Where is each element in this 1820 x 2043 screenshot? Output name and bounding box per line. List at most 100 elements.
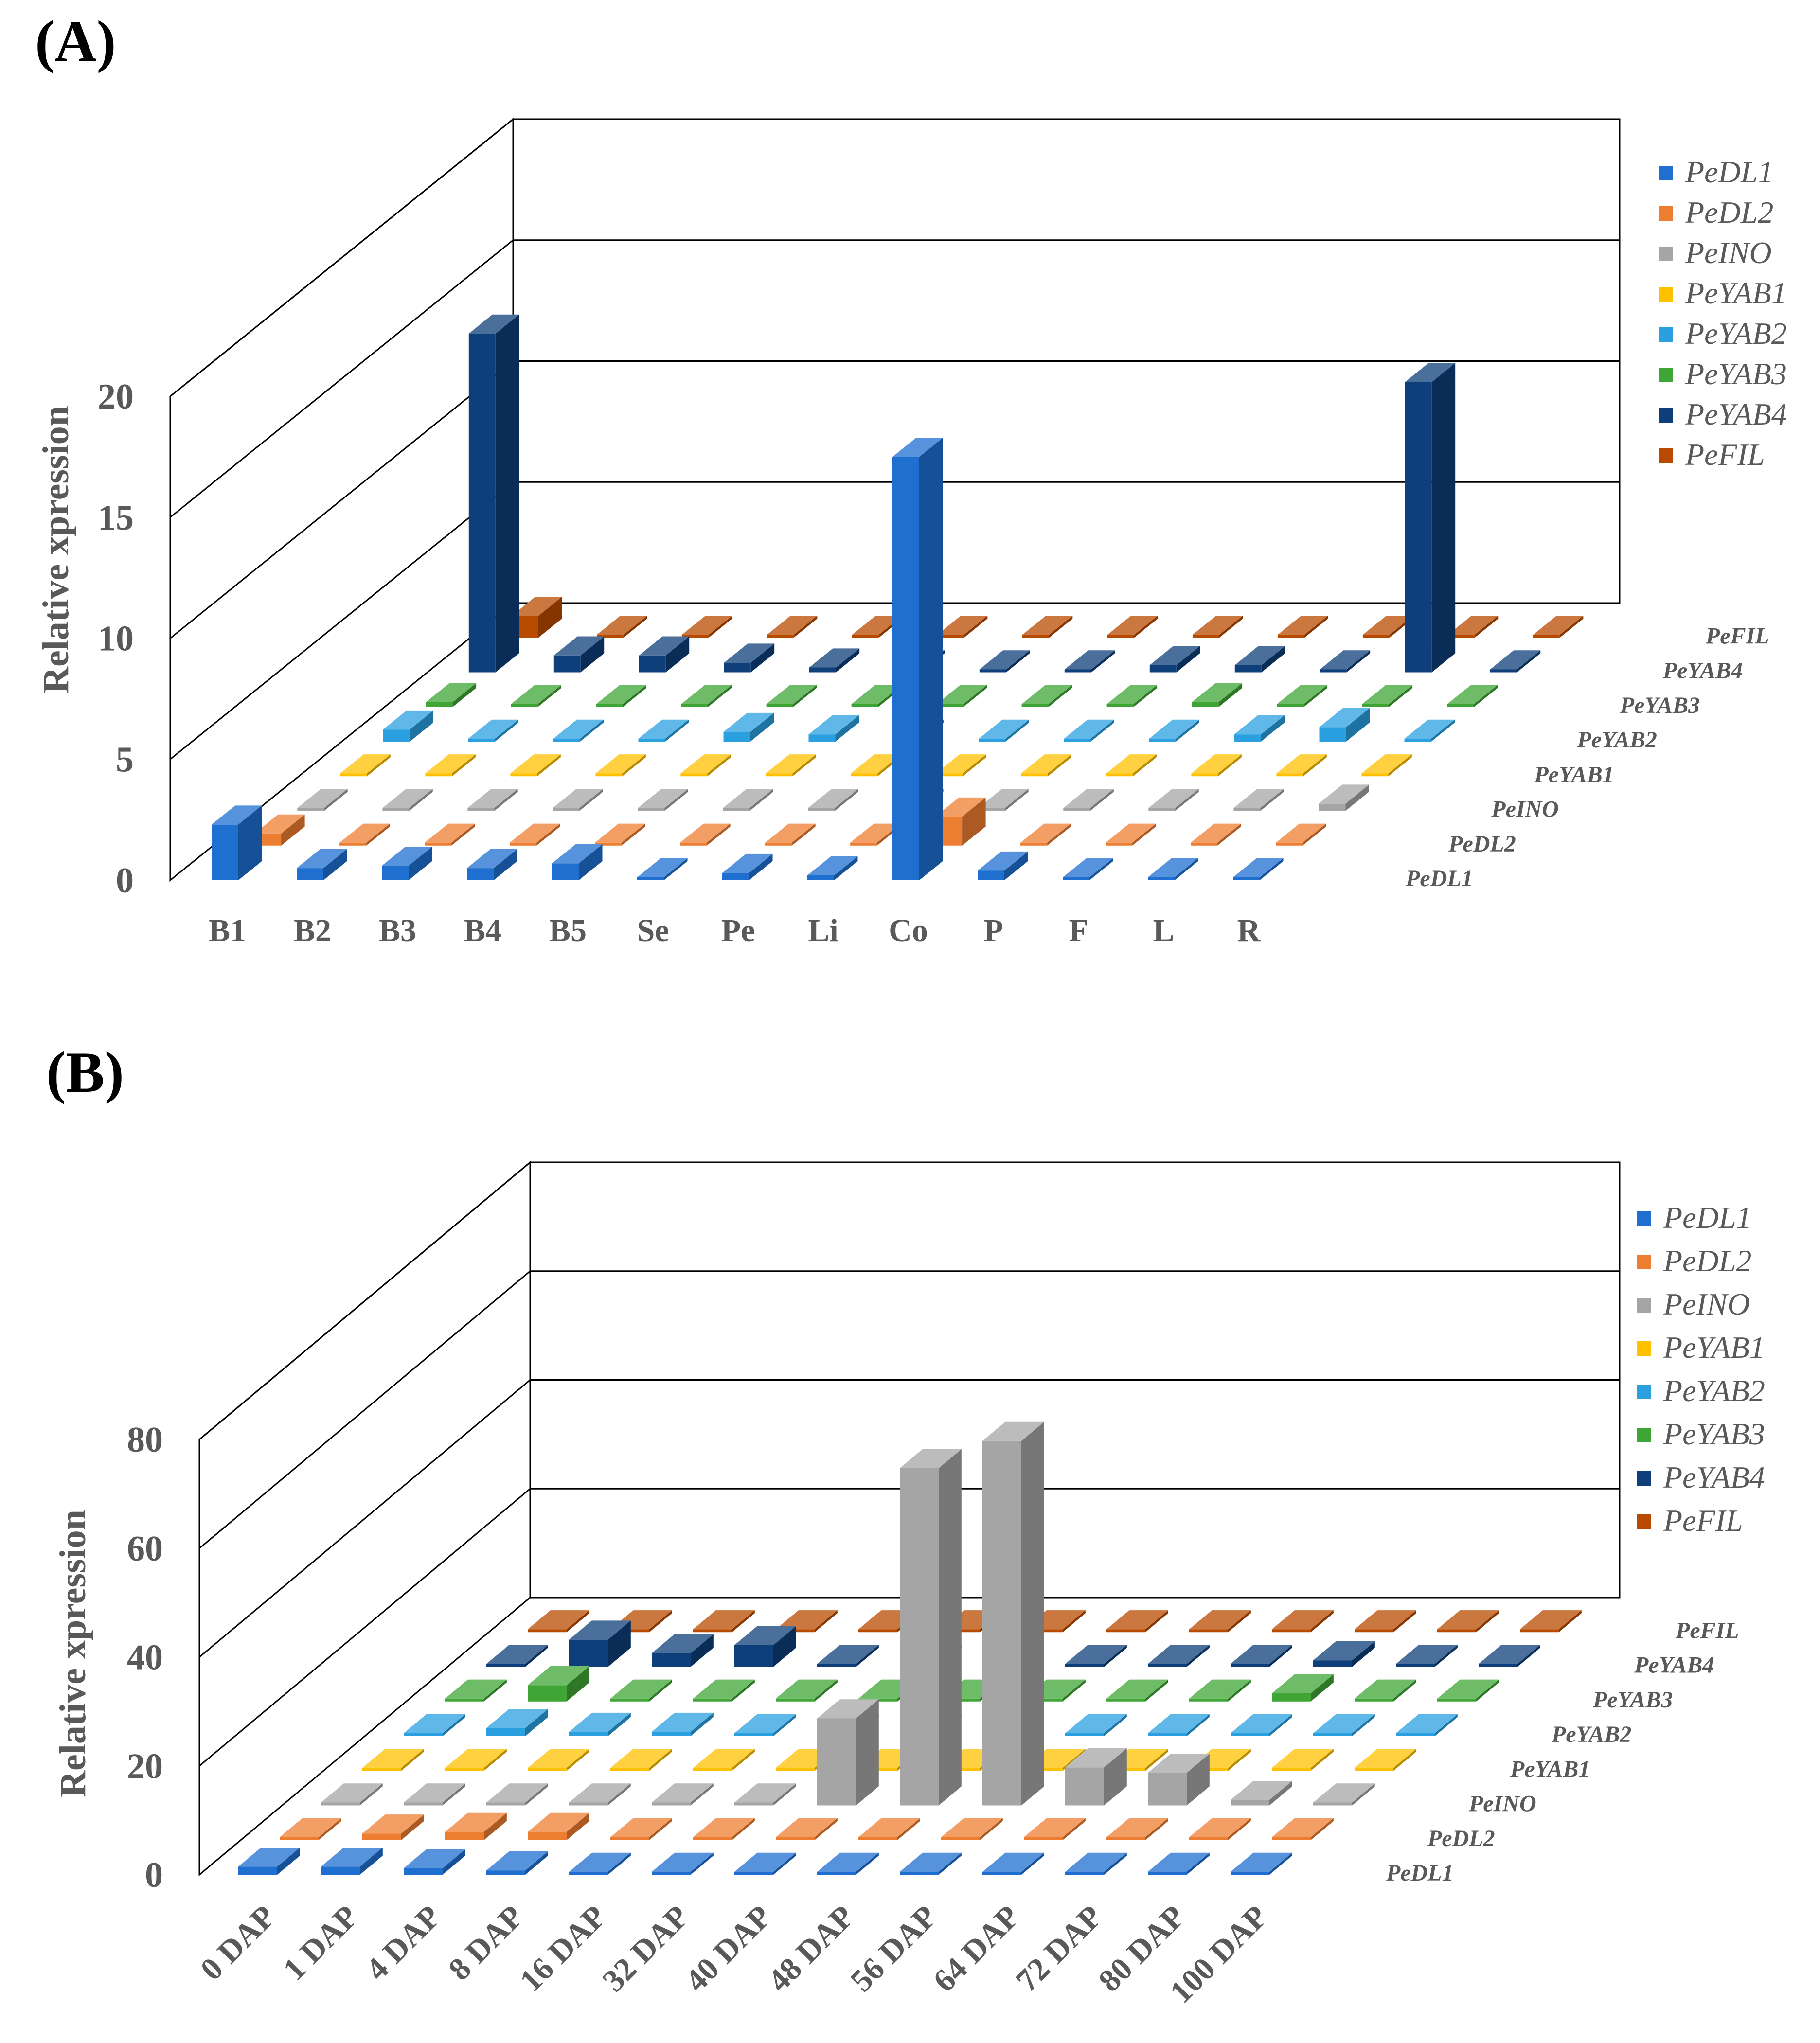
bar-side: [360, 1848, 383, 1875]
bar-front: [850, 842, 877, 846]
bar-side: [649, 1749, 672, 1771]
panel-a-bar-PeYAB4-L: [1405, 363, 1456, 673]
bar-side: [608, 1712, 631, 1736]
panel-a-bar-PeDL2-B3: [425, 823, 475, 846]
panel-a-bar-PeDL2-B5: [595, 823, 645, 846]
bar-front: [734, 1733, 773, 1736]
bar-top: [362, 1749, 424, 1768]
panel-b-bar-PeYAB3-56DAP: [1106, 1679, 1168, 1702]
panel-a-bar-PeYAB2-F: [1234, 715, 1285, 742]
bar-front: [467, 808, 495, 811]
bar-top: [941, 1818, 1003, 1837]
bar-side: [1091, 650, 1115, 673]
bar-front: [528, 1629, 567, 1633]
panel-a-bar-PeDL1-Se: [637, 858, 688, 880]
panel-b-bar-PeDL1-64DAP: [982, 1852, 1044, 1875]
bar-front: [362, 1833, 401, 1840]
bar-side: [484, 1749, 507, 1771]
bar-front: [1533, 635, 1560, 638]
bar-side: [963, 685, 987, 707]
bar-front: [734, 1872, 773, 1875]
bar-top: [426, 683, 477, 702]
bar-front: [817, 1872, 856, 1875]
bar-front: [486, 1728, 525, 1736]
bar-front: [1148, 1733, 1187, 1736]
panel-b-bar-PeDL1-32DAP: [652, 1852, 714, 1875]
panel-a-bar-PeYAB2-Se: [808, 715, 859, 742]
bar-top: [569, 1852, 631, 1872]
bar-front: [486, 1870, 525, 1875]
panel-a-bar-PeYAB2-L: [1319, 708, 1370, 742]
bar-front: [982, 1440, 1021, 1806]
panel-a-bar-PeFIL-P: [1277, 616, 1328, 638]
panel-a-x-tick-label: Li: [808, 913, 838, 948]
bar-front: [858, 1629, 897, 1633]
panel-a-y-tick-label: 20: [98, 377, 134, 417]
panel-a-bar-PeYAB2-B4: [638, 719, 689, 742]
bar-top: [569, 1783, 631, 1803]
bar-side: [1175, 789, 1199, 811]
panel-b-legend-label-PeYAB4: PeYAB4: [1663, 1460, 1765, 1494]
panel-a-bar-PeYAB1-R: [1361, 754, 1412, 777]
panel-b-bar-PeINO-16DAP: [652, 1783, 714, 1806]
bar-front: [1272, 1768, 1311, 1771]
panel-b-bar-PeYAB2-72DAP: [1231, 1714, 1292, 1736]
panel-b-bar-PeINO-56DAP: [982, 1421, 1044, 1806]
bar-top: [1106, 1679, 1168, 1699]
panel-b-bar-PeDL2-16DAP: [610, 1818, 672, 1840]
bar-front: [552, 863, 579, 880]
bar-top: [553, 719, 604, 739]
panel-a-y-tick-label: 10: [98, 619, 134, 659]
panel-a-bar-PeYAB2-B3: [553, 719, 604, 742]
bar-top: [681, 616, 732, 635]
bar-side: [835, 789, 858, 811]
panel-a-legend-label-PeFIL: PeFIL: [1685, 437, 1765, 472]
bar-side: [792, 754, 816, 777]
panel-a-bar-PeYAB2-R: [1404, 719, 1455, 742]
panel-b-bar-PeYAB3-4DAP: [610, 1679, 672, 1702]
bar-top: [767, 616, 818, 635]
bar-top: [1148, 1754, 1210, 1773]
bar-side: [367, 754, 391, 777]
bar-side: [773, 1714, 796, 1736]
bar-top: [528, 1749, 589, 1768]
bar-side: [567, 1749, 589, 1771]
bar-side: [409, 847, 432, 880]
panel-b-x-tick-label: 72 DAP: [1009, 1899, 1109, 1999]
panel-a-x-tick-label: B5: [549, 913, 587, 948]
bar-top: [1065, 1852, 1127, 1872]
panel-b-depth-label-PeDL1: PeDL1: [1386, 1860, 1454, 1886]
bar-top: [445, 1812, 507, 1832]
bar-front: [1313, 1802, 1352, 1806]
panel-b-bar-PeYAB3-0DAP: [445, 1679, 507, 1702]
panel-a-bar-PeDL2-Pe: [765, 823, 816, 846]
bar-side: [1559, 616, 1584, 638]
bar-front: [280, 1837, 319, 1840]
bar-side: [707, 754, 731, 777]
panel-a-x-tick-label: B2: [294, 913, 331, 948]
bar-side: [567, 1666, 589, 1702]
bar-top: [1320, 650, 1371, 670]
bar-side: [963, 754, 986, 777]
panel-a-bar-PeYAB1-Se: [766, 754, 816, 777]
bar-front: [638, 808, 665, 811]
bar-front: [569, 1872, 608, 1875]
panel-a-bar-PeYAB1-F: [1191, 754, 1242, 777]
bar-side: [1311, 1818, 1334, 1840]
bar-front: [1065, 1872, 1104, 1875]
bar-top: [638, 719, 689, 739]
bar-front: [212, 824, 238, 880]
panel-b-legend-swatch-PeYAB1: [1637, 1341, 1651, 1356]
bar-front: [765, 842, 792, 846]
panel-b-bar-PeDL2-8DAP: [528, 1812, 589, 1840]
panel-b-bar-PeYAB2-8DAP: [652, 1712, 714, 1736]
panel-b-x-tick-label: 48 DAP: [761, 1899, 861, 1999]
panel-a-legend-label-PeYAB3: PeYAB3: [1685, 356, 1787, 391]
bar-side: [537, 685, 562, 707]
bar-top: [1149, 646, 1200, 665]
bar-top: [511, 685, 562, 704]
panel-a-bar-PeDL1-B5: [552, 844, 603, 880]
bar-top: [212, 805, 262, 825]
bar-top: [652, 1712, 714, 1732]
panel-b-x-tick-label: 32 DAP: [596, 1899, 696, 1999]
